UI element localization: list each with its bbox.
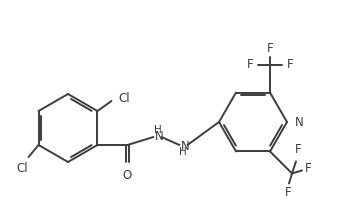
- Text: O: O: [123, 169, 132, 182]
- Text: F: F: [267, 41, 273, 55]
- Text: F: F: [285, 186, 291, 199]
- Text: H: H: [178, 147, 186, 157]
- Text: F: F: [287, 58, 293, 71]
- Text: Cl: Cl: [119, 92, 130, 105]
- Text: F: F: [246, 58, 253, 71]
- Text: N: N: [295, 116, 304, 129]
- Text: H: H: [154, 125, 161, 135]
- Text: F: F: [295, 143, 301, 156]
- Text: Cl: Cl: [17, 162, 28, 175]
- Text: N: N: [155, 130, 163, 143]
- Text: F: F: [305, 162, 312, 175]
- Text: N: N: [180, 140, 189, 154]
